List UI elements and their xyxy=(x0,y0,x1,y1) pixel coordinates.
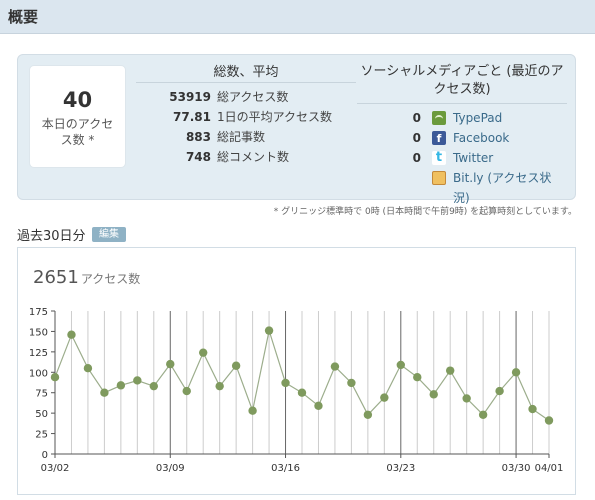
chart-total: 2651 アクセス数 xyxy=(33,267,140,288)
total-comments-label: 総コメント数 xyxy=(217,150,290,164)
chart-data-point xyxy=(264,326,274,335)
bitly-icon xyxy=(432,171,446,185)
chart-data-point xyxy=(182,386,191,396)
total-posts-label: 総記事数 xyxy=(217,130,266,144)
today-access-label: 本日のアクセス数 * xyxy=(41,117,114,147)
total-access-value: 53919 xyxy=(169,90,211,104)
social-media-title: ソーシャルメディアごと (最近のアクセス数) xyxy=(357,63,567,104)
chart-data-point xyxy=(511,368,521,377)
today-access-count: 40 xyxy=(62,88,93,112)
chart-data-point xyxy=(528,404,537,414)
chart-data-point xyxy=(363,410,373,419)
chart-x-tick-label: 04/01 xyxy=(535,463,564,474)
chart-data-point xyxy=(100,388,109,397)
chart-data-point xyxy=(199,348,208,357)
social-row-facebook: 0 f Facebook xyxy=(357,128,567,148)
access-chart-panel: 2651 アクセス数 0 25 50 75 100 125 150 175 03/02 03/09 0… xyxy=(17,247,576,495)
typepad-count: 0 xyxy=(412,111,421,125)
chart-data-point xyxy=(380,393,389,402)
chart-x-tick-label: 03/09 xyxy=(156,463,185,474)
chart-total-value: 2651 xyxy=(33,267,79,288)
chart-data-point xyxy=(396,360,405,370)
chart-data-point xyxy=(231,361,241,370)
bitly-link[interactable]: Bit.ly (アクセス状況) xyxy=(453,171,552,205)
chart-y-tick-label: 0 xyxy=(42,450,48,461)
typepad-link[interactable]: TypePad xyxy=(453,111,503,125)
chart-data-point xyxy=(50,372,60,382)
chart-data-point xyxy=(446,366,455,375)
period-label: 過去30日分 xyxy=(17,229,86,244)
chart-x-tick-label: 03/02 xyxy=(41,463,70,474)
chart-data-point xyxy=(462,394,471,403)
chart-data-point xyxy=(495,386,504,396)
total-access-label: 総アクセス数 xyxy=(217,90,289,104)
twitter-count: 0 xyxy=(412,151,421,165)
twitter-link[interactable]: Twitter xyxy=(453,151,494,165)
chart-data-point xyxy=(429,390,438,399)
chart-data-point xyxy=(166,359,175,369)
chart-x-tick-label: 03/30 xyxy=(502,463,531,474)
today-access-box: 40 本日のアクセス数 * xyxy=(29,65,126,168)
chart-y-tick-label: 175 xyxy=(29,307,48,318)
chart-data-point xyxy=(248,406,257,415)
chart-total-label: アクセス数 xyxy=(80,272,141,286)
summary-panel: 40 本日のアクセス数 * 総数、平均 53919 総アクセス数 77.81 1日の… xyxy=(17,54,576,205)
daily-average-value: 77.81 xyxy=(173,110,211,124)
social-row-bitly: Bit.ly (アクセス状況) xyxy=(357,168,567,205)
chart-data-point xyxy=(347,378,356,388)
facebook-count: 0 xyxy=(412,131,421,145)
chart-y-tick-label: 125 xyxy=(29,348,48,359)
chart-x-tick-label: 03/16 xyxy=(271,463,300,474)
chart-data-point xyxy=(314,401,323,410)
chart-y-tick-label: 100 xyxy=(29,368,48,379)
chart-data-point xyxy=(297,388,307,397)
chart-x-tick-label: 03/23 xyxy=(386,463,415,474)
chart-data-point xyxy=(133,376,142,385)
chart-y-tick-label: 25 xyxy=(35,430,48,441)
social-media-section: ソーシャルメディアごと (最近のアクセス数) 0 TypePad 0 f Fac… xyxy=(357,63,567,205)
typepad-icon xyxy=(432,111,446,125)
chart-data-point xyxy=(478,410,488,419)
twitter-icon: t xyxy=(432,151,446,165)
chart-data-point xyxy=(116,381,126,390)
total-comments-value: 748 xyxy=(185,150,211,164)
page-title: 概要 xyxy=(8,8,39,26)
totals-section: 総数、平均 53919 総アクセス数 77.81 1日の平均アクセス数 883 総記事… xyxy=(136,63,356,167)
social-row-typepad: 0 TypePad xyxy=(357,108,567,128)
chart-data-point xyxy=(149,381,158,391)
access-line-chart: 0 25 50 75 100 125 150 175 03/02 03/09 03/16 03/23 0… xyxy=(29,307,564,474)
chart-y-tick-label: 50 xyxy=(35,409,48,420)
facebook-link[interactable]: Facebook xyxy=(453,131,510,145)
edit-button[interactable]: 編集 xyxy=(92,227,126,242)
chart-data-point xyxy=(413,372,422,382)
totals-row: 748 総コメント数 xyxy=(136,147,356,167)
chart-data-point xyxy=(83,364,93,373)
chart-data-point xyxy=(281,378,290,388)
chart-y-tick-label: 150 xyxy=(29,327,48,338)
chart-data-point xyxy=(215,381,224,391)
page-header: 概要 xyxy=(0,0,595,34)
timezone-note: * グリニッジ標準時で 0時 (日本時間で午前9時) を起算時刻としています。 xyxy=(273,207,577,217)
totals-row: 53919 総アクセス数 xyxy=(136,87,356,107)
daily-average-label: 1日の平均アクセス数 xyxy=(217,110,333,124)
chart-data-point xyxy=(67,330,76,339)
facebook-icon: f xyxy=(432,131,446,145)
chart-data-point xyxy=(330,362,340,371)
chart-y-tick-label: 75 xyxy=(35,389,48,400)
totals-row: 883 総記事数 xyxy=(136,127,356,147)
totals-row: 77.81 1日の平均アクセス数 xyxy=(136,107,356,127)
total-posts-value: 883 xyxy=(185,130,211,144)
chart-data-point xyxy=(544,416,554,425)
social-row-twitter: 0 t Twitter xyxy=(357,148,567,168)
totals-title: 総数、平均 xyxy=(136,63,356,83)
